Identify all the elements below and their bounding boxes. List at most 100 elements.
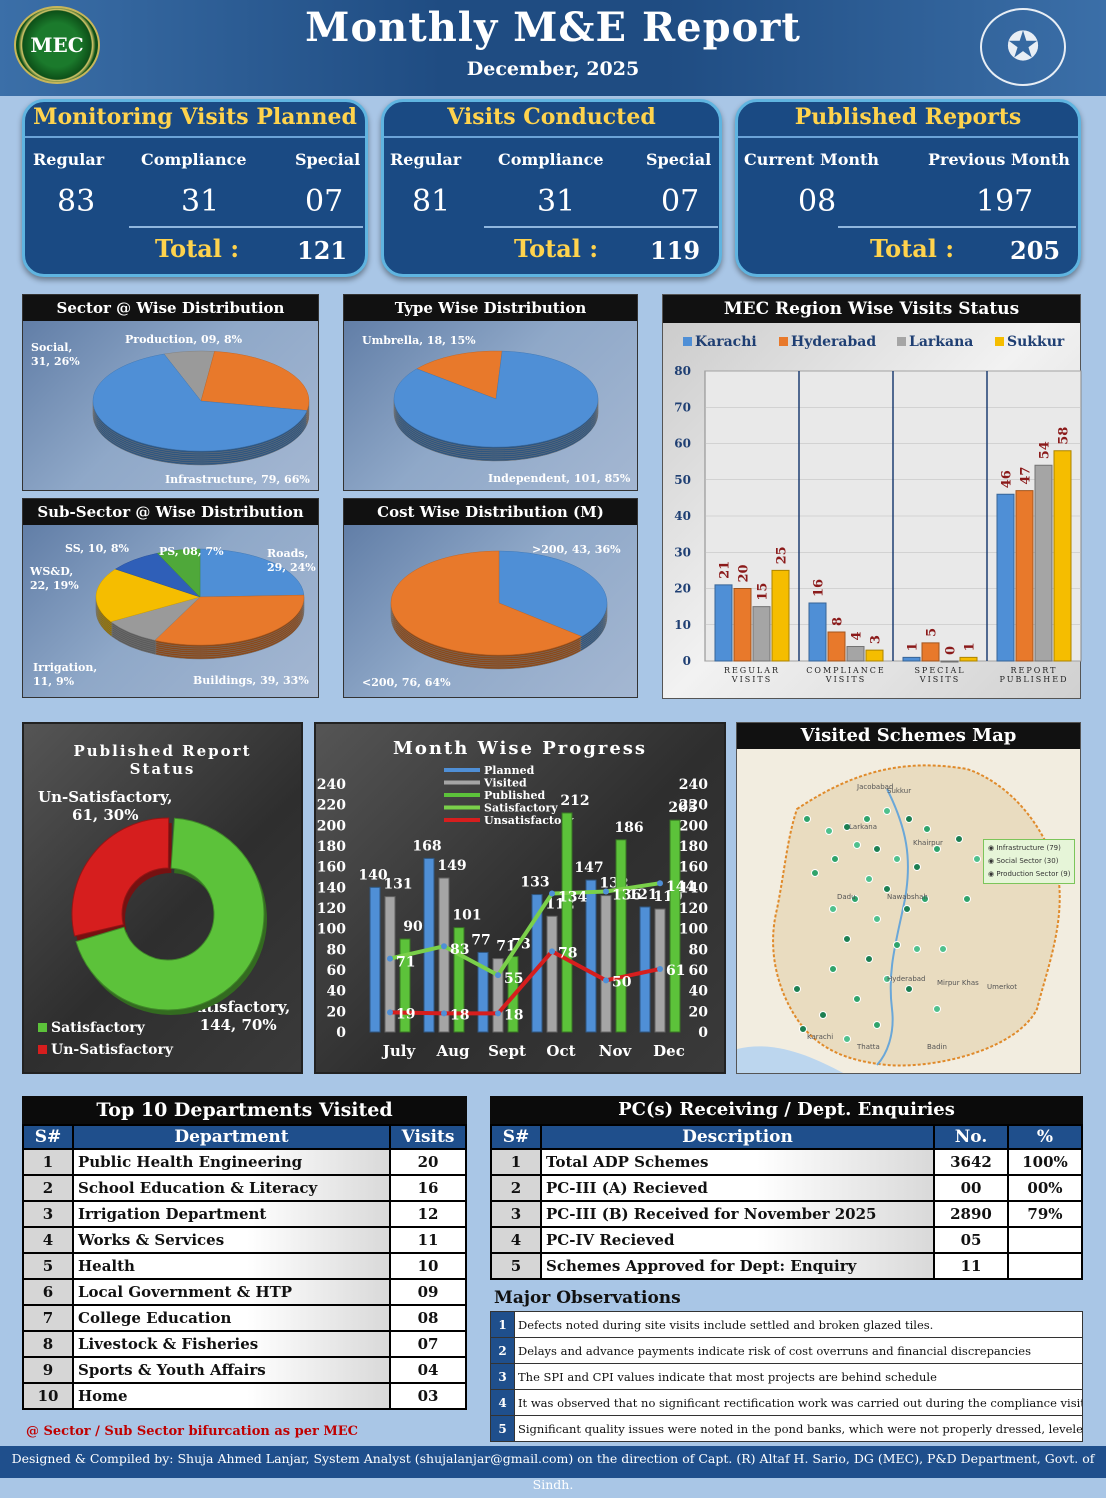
- scheme-marker: [963, 895, 971, 903]
- y-tick-label: 20: [674, 582, 691, 596]
- x-tick-label: COMPLIANCE: [806, 666, 885, 675]
- region-chart-panel: MEC Region Wise Visits Status Karachi Hyd…: [662, 294, 1082, 699]
- data-label: 8: [831, 617, 846, 626]
- row-percent: [1007, 1226, 1083, 1254]
- x-tick-label: PUBLISHED: [999, 675, 1068, 684]
- legend-swatch: [683, 337, 692, 346]
- data-label: 18: [504, 1007, 523, 1023]
- bar: [714, 584, 733, 662]
- bar: [865, 649, 884, 662]
- pie-label: <200, 76, 64%: [362, 676, 451, 689]
- scheme-marker: [955, 835, 963, 843]
- data-label: 5: [925, 628, 940, 637]
- pie-slice: [92, 353, 308, 452]
- col-header: S#: [490, 1124, 542, 1150]
- month-chart-title: Month Wise Progress: [392, 738, 648, 759]
- bar: [1053, 450, 1072, 662]
- place-label: Sukkur: [887, 787, 911, 795]
- card-planned-title: Monitoring Visits Planned: [25, 104, 365, 138]
- y-tick-label: 0: [683, 654, 691, 668]
- sindh-map[interactable]: Sukkur Larkana Khairpur Nawabshah Hyderabad K…: [737, 749, 1081, 1074]
- line-point: [657, 965, 663, 972]
- region-bar-chart: Karachi Hyderabad Larkana Sukkur01020304050…: [674, 334, 1082, 684]
- line-point: [387, 1009, 393, 1016]
- row-department: Livestock & Fisheries: [72, 1330, 391, 1358]
- card-published-title: Published Reports: [738, 104, 1078, 138]
- y-tick-label: 120: [317, 901, 346, 917]
- bar: [615, 839, 627, 1033]
- data-label: 78: [558, 945, 577, 961]
- row-department: Irrigation Department: [72, 1200, 391, 1228]
- bar: [600, 895, 612, 1033]
- row-sn: 1: [22, 1148, 74, 1176]
- y-tick-label: 60: [674, 437, 691, 451]
- conducted-special-label: Special: [646, 150, 712, 169]
- pie-slice: [498, 550, 608, 637]
- row-sn: 10: [22, 1382, 74, 1410]
- table-row: 2 School Education & Literacy 16: [22, 1174, 467, 1202]
- pie-slice: [154, 594, 305, 646]
- donut-segment: [75, 817, 265, 1011]
- legend-label: Published: [484, 789, 546, 802]
- y2-tick-label: 40: [689, 984, 709, 1000]
- bar: [752, 606, 771, 662]
- table-row: 3 PC-III (B) Received for November 2025 28…: [490, 1200, 1083, 1228]
- pie-slice: [200, 351, 310, 411]
- scheme-marker: [973, 855, 981, 863]
- card-conducted-title: Visits Conducted: [384, 104, 719, 138]
- sindh-emblem-icon: ✪: [980, 8, 1066, 86]
- scheme-marker: [893, 855, 901, 863]
- place-label: Mirpur Khas: [937, 979, 979, 987]
- data-label: 147: [574, 860, 603, 876]
- row-visits: 12: [389, 1200, 467, 1228]
- table-row: 10 Home 03: [22, 1382, 467, 1410]
- map-legend-item: ◉ Social Sector (30): [988, 857, 1059, 865]
- card-planned: Monitoring Visits Planned Regular Compli…: [22, 99, 368, 277]
- data-label: 140: [358, 867, 387, 883]
- pie-label: Production, 09, 8%: [125, 333, 243, 346]
- legend-swatch: [995, 337, 1004, 346]
- planned-special-label: Special: [295, 150, 361, 169]
- bar: [585, 879, 597, 1033]
- legend-swatch: [38, 1023, 47, 1032]
- table-row: 1 Public Health Engineering 20: [22, 1148, 467, 1176]
- scheme-marker: [883, 807, 891, 815]
- card-conducted: Visits Conducted Regular Compliance Spec…: [381, 99, 722, 277]
- scheme-marker: [905, 815, 913, 823]
- bar: [733, 588, 752, 662]
- data-label: 1: [906, 642, 921, 651]
- bar: [399, 938, 411, 1033]
- observation-row: 4 It was observed that no significant rec…: [490, 1389, 1083, 1416]
- x-tick-label: Aug: [435, 1042, 470, 1060]
- scheme-marker: [905, 985, 913, 993]
- table-row: 4 Works & Services 11: [22, 1226, 467, 1254]
- row-sn: 2: [490, 1174, 542, 1202]
- y2-tick-label: 200: [679, 818, 708, 834]
- row-sn: 6: [22, 1278, 74, 1306]
- x-tick-label: Oct: [546, 1042, 575, 1060]
- data-label: 47: [1019, 467, 1034, 485]
- y-tick-label: 80: [327, 942, 347, 958]
- row-visits: 08: [389, 1304, 467, 1332]
- place-label: Karachi: [807, 1033, 833, 1041]
- status-chart-panel: Published Report Status Un-Satisfactory,…: [22, 722, 303, 1074]
- month-chart-panel: Month Wise Progress 0 0 20 20 40 40 60 60 80 80 10…: [314, 722, 726, 1074]
- map-legend-item: ◉ Infrastructure (79): [988, 844, 1061, 852]
- bar: [996, 493, 1015, 662]
- planned-compliance-value: 31: [181, 184, 220, 219]
- indus-river: [876, 788, 909, 1066]
- scheme-marker: [883, 975, 891, 983]
- published-total-label: Total :: [870, 234, 955, 263]
- line-point: [549, 948, 555, 955]
- scheme-marker: [829, 965, 837, 973]
- scheme-marker: [921, 895, 929, 903]
- scheme-marker: [939, 945, 947, 953]
- page-title: Monthly M&E Report: [305, 4, 801, 51]
- x-tick-label: REPORT: [1010, 666, 1057, 675]
- bar: [771, 569, 790, 662]
- y2-tick-label: 80: [689, 942, 709, 958]
- observation-text: It was observed that no significant rect…: [514, 1389, 1083, 1416]
- row-description: Schemes Approved for Dept: Enquiry: [540, 1252, 935, 1280]
- scheme-marker: [853, 841, 861, 849]
- scheme-marker: [865, 875, 873, 883]
